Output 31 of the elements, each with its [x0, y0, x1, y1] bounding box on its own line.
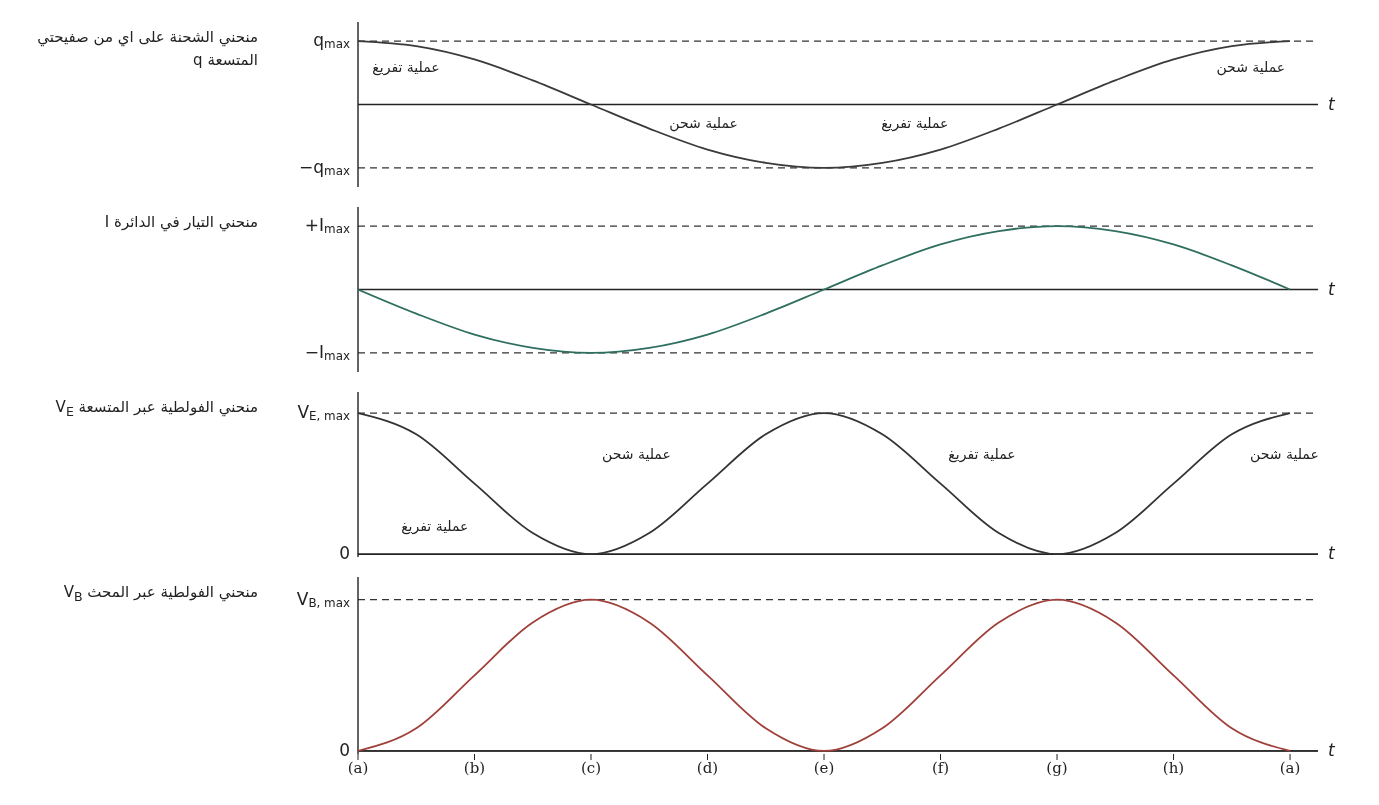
- x-tick-label: (g): [1046, 758, 1068, 777]
- x-tick-label: (d): [696, 758, 719, 777]
- ref-line-label: −I$_{max}$: [304, 341, 350, 364]
- x-tick-label: (f): [931, 758, 950, 777]
- annotation: عملية تفريغ: [401, 518, 469, 536]
- x-tick-label: (c): [580, 758, 602, 777]
- ref-line-label: +I$_{max}$: [304, 215, 350, 237]
- x-tick-label: (a): [347, 758, 369, 777]
- x-tick-label: (h): [1162, 758, 1185, 777]
- ref-line-label: 0: [339, 543, 350, 564]
- x-axis-title: t: [1328, 278, 1336, 299]
- annotation: عملية تفريغ: [948, 445, 1016, 463]
- annotation: عملية شحن: [602, 445, 671, 463]
- y-axis-title: منحني التيار في الدائرة I: [103, 212, 258, 234]
- x-axis-title: t: [1328, 543, 1336, 564]
- ref-line-label: q$_{max}$: [313, 30, 350, 52]
- x-tick-label: (b): [463, 758, 486, 777]
- ref-line-label: −q$_{max}$: [299, 156, 350, 179]
- annotation: عملية شحن: [669, 115, 738, 133]
- ref-line-label: V$_{E, max}$: [297, 402, 350, 424]
- annotation: عملية تفريغ: [372, 59, 440, 77]
- x-axis-title: t: [1328, 93, 1336, 114]
- ref-line-label: V$_{B, max}$: [296, 588, 350, 610]
- y-axis-title: منحني الشحنة على اي من صفيحتي المتسعة q: [36, 27, 258, 71]
- annotation: عملية تفريغ: [881, 115, 949, 133]
- annotation: عملية شحن: [1216, 59, 1286, 77]
- x-axis-title: t: [1328, 739, 1336, 760]
- x-tick-label: (e): [813, 758, 835, 777]
- x-tick-label: (a): [1279, 758, 1301, 777]
- annotation: عملية شحن: [1250, 445, 1319, 463]
- ref-line-label: 0: [339, 739, 350, 760]
